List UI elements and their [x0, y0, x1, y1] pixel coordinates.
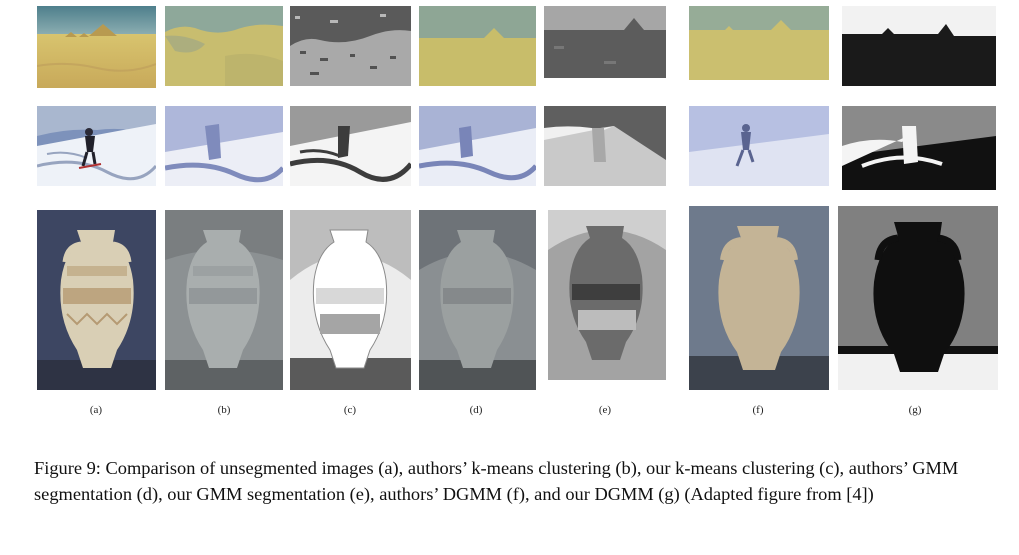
subfigure-label-g: (g)	[908, 404, 922, 416]
image-b-amphora	[165, 210, 283, 390]
image-d-amphora	[419, 210, 536, 390]
image-c-desert	[290, 6, 411, 86]
subfigure-label-e: (e)	[598, 404, 612, 416]
subfigure-label-f: (f)	[752, 404, 764, 416]
image-a-amphora	[37, 210, 156, 390]
image-f-skier	[689, 106, 829, 186]
image-e-amphora	[548, 210, 666, 380]
image-c-amphora	[290, 210, 411, 390]
image-g-amphora	[838, 206, 998, 390]
image-b-skier	[165, 106, 283, 186]
image-b-desert	[165, 6, 283, 86]
figure-caption: Figure 9: Comparison of unsegmented imag…	[34, 458, 959, 504]
subfigure-label-d: (d)	[469, 404, 483, 416]
image-g-skier	[842, 106, 996, 190]
image-d-desert	[419, 6, 536, 86]
image-e-skier	[544, 106, 666, 186]
image-g-desert	[842, 6, 996, 86]
image-f-amphora	[689, 206, 829, 390]
subfigure-label-a: (a)	[89, 404, 103, 416]
image-e-desert	[544, 6, 666, 78]
subfigure-label-b: (b)	[217, 404, 231, 416]
image-a-desert	[37, 6, 156, 88]
image-c-skier	[290, 106, 411, 186]
subfigure-label-c: (c)	[343, 404, 357, 416]
image-a-skier	[37, 106, 156, 186]
image-d-skier	[419, 106, 536, 186]
image-f-desert	[689, 6, 829, 80]
